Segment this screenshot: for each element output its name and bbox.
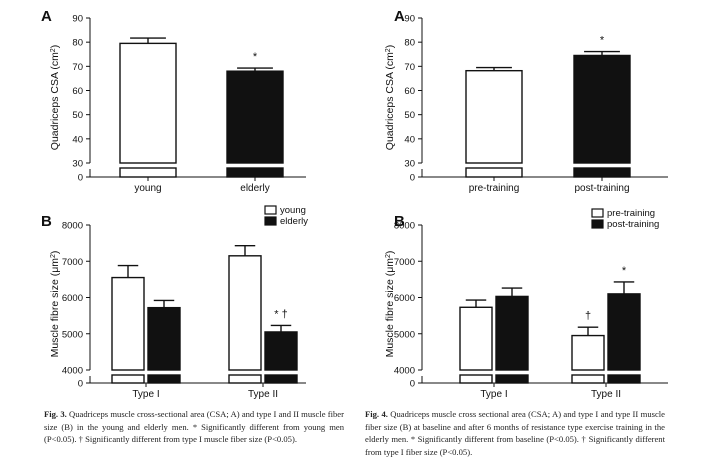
y-tick-label: 70 — [404, 62, 415, 73]
figure-4-caption-text: Quadriceps muscle cross sectional area (… — [365, 409, 665, 457]
legend-label: pre-training — [607, 208, 655, 219]
bar-elderly-base — [264, 374, 298, 384]
y-tick-label: 60 — [404, 86, 415, 97]
x-tick-label: elderly — [240, 183, 269, 194]
legend-swatch — [591, 208, 604, 218]
bar-post-training-base — [573, 167, 631, 178]
bar-pre-training-base — [465, 167, 523, 178]
y-tick-label: 6000 — [62, 293, 83, 304]
y-axis-label: Quadriceps CSA (cm2) — [384, 45, 396, 150]
y-tick-label: 30 — [404, 159, 415, 170]
y-tick-label: 4000 — [62, 366, 83, 377]
bar-post-training — [495, 295, 529, 371]
figure-3-caption-label: Fig. 3. — [44, 409, 67, 419]
y-tick-label: 6000 — [394, 293, 415, 304]
panel-letter: B — [41, 213, 52, 230]
y-tick-label: 60 — [72, 86, 83, 97]
figure-4-caption-label: Fig. 4. — [365, 409, 388, 419]
y-tick-label: 4000 — [394, 366, 415, 377]
bar-elderly — [147, 306, 181, 371]
bar-elderly-base — [226, 167, 284, 178]
legend-label: elderly — [280, 216, 308, 227]
y-tick-label: 40 — [404, 134, 415, 145]
bar-pre-training — [465, 69, 523, 164]
y-tick-label: 80 — [404, 38, 415, 49]
x-tick-label: Type I — [480, 389, 507, 400]
significance-marker: * — [622, 265, 627, 277]
y-tick-label: 5000 — [394, 329, 415, 340]
x-tick-label: Type I — [132, 389, 159, 400]
x-tick-label: young — [134, 183, 161, 194]
y-tick-label: 30 — [72, 159, 83, 170]
bar-pre-training-base — [571, 374, 605, 384]
legend-swatch — [264, 216, 277, 226]
y-tick-label: 80 — [72, 38, 83, 49]
bar-post-training-base — [495, 374, 529, 384]
y-tick-label: 90 — [404, 14, 415, 25]
y-axis-label: Muscle fibre size (μm2) — [49, 251, 61, 358]
panel-letter: A — [394, 8, 405, 25]
y-tick-label: 40 — [72, 134, 83, 145]
legend-label: young — [280, 205, 306, 216]
y-tick-label: 50 — [404, 110, 415, 121]
y-tick-label: 8000 — [62, 221, 83, 232]
figure-3-caption-text: Quadriceps muscle cross-sectional area (… — [44, 409, 344, 444]
chart-fig4-panel-b: B Muscle fibre size (μm2) 0 4000 5000 6000 700… — [384, 208, 668, 400]
bar-post-training — [573, 54, 631, 164]
significance-marker: * † — [274, 308, 287, 320]
bar-pre-training-base — [459, 374, 493, 384]
x-tick-label: Type II — [248, 389, 278, 400]
y-tick-label: 0 — [410, 379, 415, 390]
bar-post-training-base — [607, 374, 641, 384]
y-tick-label: 50 — [72, 110, 83, 121]
panel-letter: B — [394, 213, 405, 230]
chart-fig4-panel-a: A Quadriceps CSA (cm2) 0 30 40 50 60 70 80 90 pre-… — [384, 8, 668, 194]
legend-swatch — [264, 205, 277, 215]
x-tick-label: post-training — [574, 183, 629, 194]
significance-marker: * — [253, 51, 258, 63]
y-axis-label: Muscle fibre size (μm2) — [384, 251, 396, 358]
figure-3-caption: Fig. 3. Quadriceps muscle cross-sectiona… — [44, 408, 344, 446]
bar-young-base — [228, 374, 262, 384]
bar-young-base — [111, 374, 145, 384]
bar-elderly-base — [147, 374, 181, 384]
y-tick-label: 0 — [410, 173, 415, 184]
bar-young — [228, 255, 262, 371]
x-tick-label: pre-training — [469, 183, 520, 194]
y-tick-label: 8000 — [394, 221, 415, 232]
bar-elderly — [264, 331, 298, 371]
bar-young — [119, 42, 177, 164]
y-axis-label: Quadriceps CSA (cm2) — [49, 45, 61, 150]
y-tick-label: 90 — [72, 14, 83, 25]
figure-4-caption: Fig. 4. Quadriceps muscle cross sectiona… — [365, 408, 665, 458]
y-tick-label: 0 — [78, 379, 83, 390]
legend-swatch — [591, 219, 604, 229]
significance-marker: † — [585, 310, 591, 322]
y-tick-label: 5000 — [62, 329, 83, 340]
y-tick-label: 7000 — [394, 257, 415, 268]
bar-elderly — [226, 70, 284, 164]
chart-fig3-panel-b: B Muscle fibre size (μm2) 0 4000 5000 6000 700… — [41, 205, 308, 400]
y-tick-label: 7000 — [62, 257, 83, 268]
bar-pre-training — [571, 334, 605, 371]
bar-post-training — [607, 293, 641, 371]
panel-letter: A — [41, 8, 52, 25]
significance-marker: * — [600, 35, 605, 47]
bar-pre-training — [459, 306, 493, 371]
chart-fig3-panel-a: A Quadriceps CSA (cm2) 0 30 40 50 60 70 80 90 youn… — [41, 8, 306, 194]
legend-label: post-training — [607, 219, 659, 230]
x-tick-label: Type II — [591, 389, 621, 400]
y-tick-label: 0 — [78, 173, 83, 184]
y-tick-label: 70 — [72, 62, 83, 73]
bar-young — [111, 276, 145, 371]
bar-young-base — [119, 167, 177, 178]
